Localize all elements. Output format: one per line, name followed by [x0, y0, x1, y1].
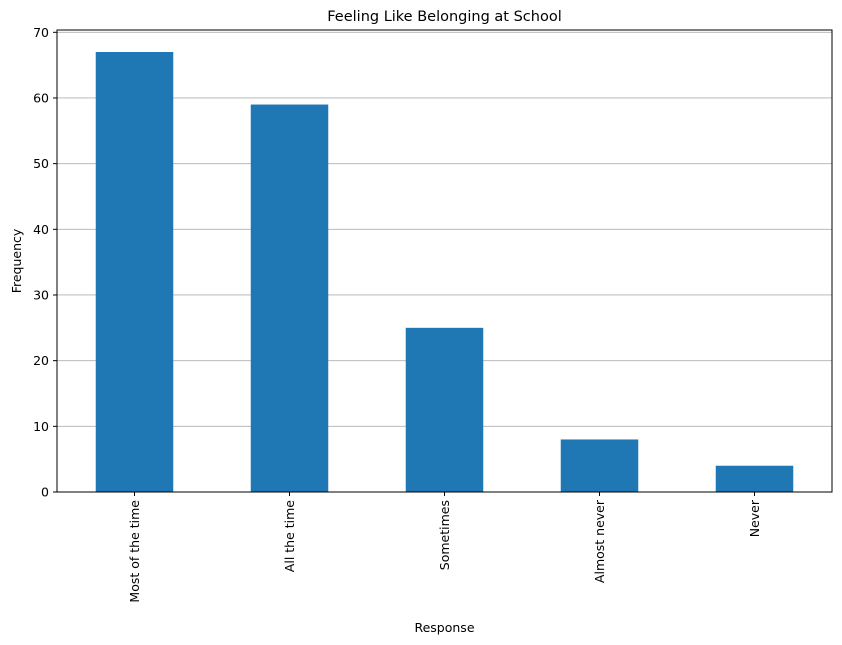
x-tick-label-2: Sometimes	[437, 500, 452, 570]
chart-title: Feeling Like Belonging at School	[327, 9, 561, 25]
bar-1	[250, 104, 329, 492]
x-axis-label: Response	[414, 620, 474, 635]
y-tick-label-20: 20	[33, 353, 49, 368]
grid-lines	[57, 31, 832, 427]
x-axis: Most of the time All the time Sometimes Alm…	[127, 492, 762, 603]
y-tick-label-50: 50	[33, 156, 49, 171]
y-axis-label: Frequency	[9, 228, 24, 293]
bar-0	[95, 52, 174, 492]
y-axis: 0 10 20 30 40 50 60 70	[33, 25, 57, 500]
x-tick-label-0: Most of the time	[127, 500, 142, 603]
bars	[95, 52, 794, 492]
bar-3	[560, 439, 639, 492]
bar-2	[405, 327, 484, 492]
x-tick-label-4: Never	[747, 499, 762, 537]
y-tick-label-60: 60	[33, 90, 49, 105]
y-tick-label-40: 40	[33, 222, 49, 237]
bar-4	[715, 465, 794, 492]
y-tick-label-0: 0	[41, 485, 49, 500]
x-tick-label-3: Almost never	[592, 499, 607, 583]
y-tick-label-70: 70	[33, 25, 49, 40]
y-tick-label-30: 30	[33, 287, 49, 302]
x-tick-label-1: All the time	[282, 500, 297, 573]
y-tick-label-10: 10	[33, 419, 49, 434]
